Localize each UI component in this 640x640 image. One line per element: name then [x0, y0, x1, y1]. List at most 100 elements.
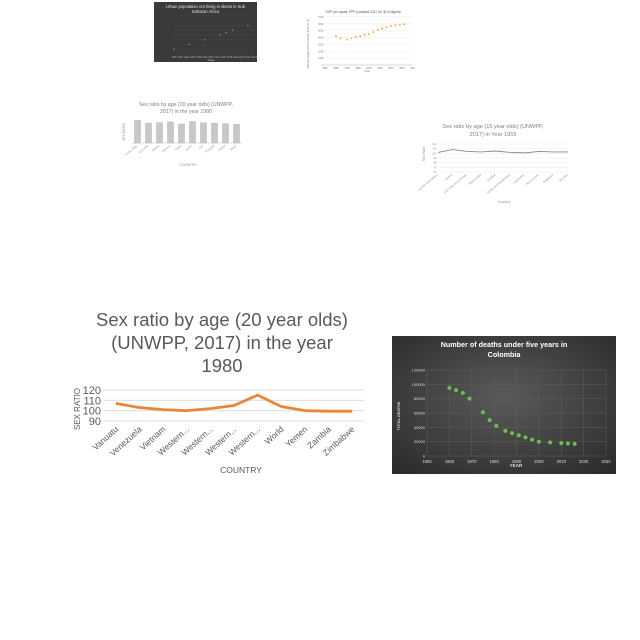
- x-tick-label: Sierra Leone: [525, 172, 540, 186]
- x-tick-label: 1950: [422, 459, 432, 464]
- chart-urban-slums: Urban population not living in slums in …: [154, 2, 257, 62]
- data-point: [368, 33, 370, 36]
- data-point: [219, 34, 221, 36]
- x-tick-label: Nepal: [218, 143, 226, 151]
- y-tick-label: 120: [83, 385, 101, 397]
- data-point: [398, 23, 401, 26]
- chart-title: Urban population not living in slums in …: [166, 4, 246, 9]
- y-tick-label: 0: [423, 454, 426, 459]
- x-tick-label: 1990: [171, 56, 177, 59]
- y-axis-label: SEX RATIO: [122, 123, 126, 141]
- x-tick-label: Singapore: [542, 172, 555, 184]
- y-tick-label: 70: [434, 165, 437, 169]
- x-tick-label: 2012: [239, 56, 245, 59]
- chart-title: 1980: [201, 355, 242, 376]
- data-point: [523, 435, 528, 440]
- data-point: [339, 37, 342, 40]
- data-point: [467, 396, 472, 401]
- data-point: [363, 33, 366, 36]
- x-tick-label: 1994: [184, 56, 190, 59]
- chart-sex-ratio-1955: Sex ratio by age (15 year olds) (UNWPP, …: [418, 120, 573, 206]
- x-axis-label: Country: [498, 200, 511, 204]
- x-tick-label: Slovakia: [558, 172, 569, 182]
- data-point: [247, 24, 249, 27]
- y-tick-label: 7000: [318, 16, 324, 19]
- bar: [156, 122, 163, 144]
- x-tick-label: Iran: [198, 143, 205, 149]
- data-point: [454, 388, 459, 393]
- chart-gdp-nigeria: GDP per capita, PPP (constant 2011 Int. …: [305, 8, 415, 73]
- x-tick-label: 1980: [322, 67, 328, 70]
- y-axis-label: TOTAL DEATHS: [397, 401, 401, 430]
- chart-title: Number of deaths under five years in: [441, 340, 568, 349]
- x-tick-label: 1985: [333, 67, 339, 70]
- chart-title: Saharan Africa: [192, 9, 220, 14]
- data-point: [530, 437, 535, 442]
- chart-title: 2017) in Year 1955: [470, 132, 517, 138]
- chart-deaths-colombia-svg: Number of deaths under five years in Col…: [392, 336, 616, 474]
- bar: [167, 121, 174, 144]
- data-point: [335, 35, 337, 38]
- data-point: [376, 29, 379, 31]
- x-tick-label: World: [263, 424, 286, 446]
- x-tick-label: Belarus: [161, 143, 171, 153]
- x-tick-label: Brazil: [229, 143, 237, 151]
- y-tick-label: 90: [434, 156, 437, 160]
- data-point: [548, 440, 553, 445]
- y-tick-label: 1000: [318, 57, 324, 60]
- x-tick-label: Saudi Arabia: [467, 172, 482, 186]
- chart-title: GDP per capita, PPP (constant 2011 Int. …: [326, 10, 401, 14]
- x-tick-label: 1990: [512, 459, 522, 464]
- chart-title: 2017) in the year 1980: [160, 109, 212, 115]
- data-point: [390, 25, 392, 27]
- x-axis-label: COUNTRY: [220, 465, 262, 475]
- x-tick-label: Seychelles: [512, 172, 525, 184]
- x-tick-label: 1992: [177, 56, 183, 59]
- y-tick-label: 90: [89, 416, 101, 428]
- x-tick-label: 1996: [190, 56, 196, 59]
- x-tick-label: 2020: [410, 67, 415, 70]
- y-tick-label: 5000: [318, 30, 324, 33]
- data-point: [385, 26, 388, 29]
- chart-title: Sex ratio by age (15 year olds) (UNWPP,: [442, 124, 544, 130]
- x-tick-label: 2006: [221, 56, 227, 59]
- data-point: [460, 390, 465, 395]
- bar: [134, 120, 141, 144]
- y-tick-label: 110: [83, 395, 101, 407]
- data-point: [225, 31, 228, 34]
- data-point: [372, 31, 375, 33]
- chart-title: Sex ratio by age (20 year olds) (UNWPP,: [139, 102, 233, 108]
- x-tick-label: 2000: [366, 67, 372, 70]
- x-axis-label: Years: [207, 58, 215, 62]
- data-point: [447, 385, 452, 390]
- y-tick-label: 3000: [318, 43, 324, 46]
- y-tick-label: 100000: [412, 382, 426, 387]
- x-tick-label: 2005: [377, 67, 383, 70]
- x-axis-label: YEAR: [510, 463, 523, 468]
- chart-background: [154, 2, 257, 62]
- x-tick-label: Yemen: [283, 424, 309, 449]
- x-tick-label: 2015: [399, 67, 405, 70]
- x-tick-label: Portugal: [205, 143, 216, 153]
- data-point: [494, 423, 499, 428]
- data-point: [559, 441, 564, 446]
- x-tick-label: 2010: [557, 459, 567, 464]
- data-point: [354, 35, 357, 38]
- data-point: [188, 43, 191, 46]
- data-point: [536, 439, 541, 444]
- y-tick-label: 6000: [318, 23, 324, 26]
- chart-background: [392, 336, 616, 474]
- x-axis-label: COUNTRY: [179, 163, 197, 167]
- x-tick-label: 2004: [214, 56, 220, 59]
- chart-sex-ratio-bar: Sex ratio by age (20 year olds) (UNWPP, …: [118, 98, 246, 172]
- x-tick-label: Sri Lanka: [138, 143, 150, 154]
- data-point: [203, 38, 206, 41]
- data-point: [516, 433, 521, 438]
- y-tick-label: 80000: [414, 396, 426, 401]
- data-point: [503, 428, 508, 433]
- y-tick-label: 20000: [414, 439, 426, 444]
- x-tick-label: 1990: [344, 67, 350, 70]
- y-tick-label: 80: [434, 161, 437, 165]
- chart-sex-ratio-1980-large: Sex ratio by age (20 year olds) (UNWPP, …: [70, 302, 380, 480]
- series-line: [437, 149, 568, 154]
